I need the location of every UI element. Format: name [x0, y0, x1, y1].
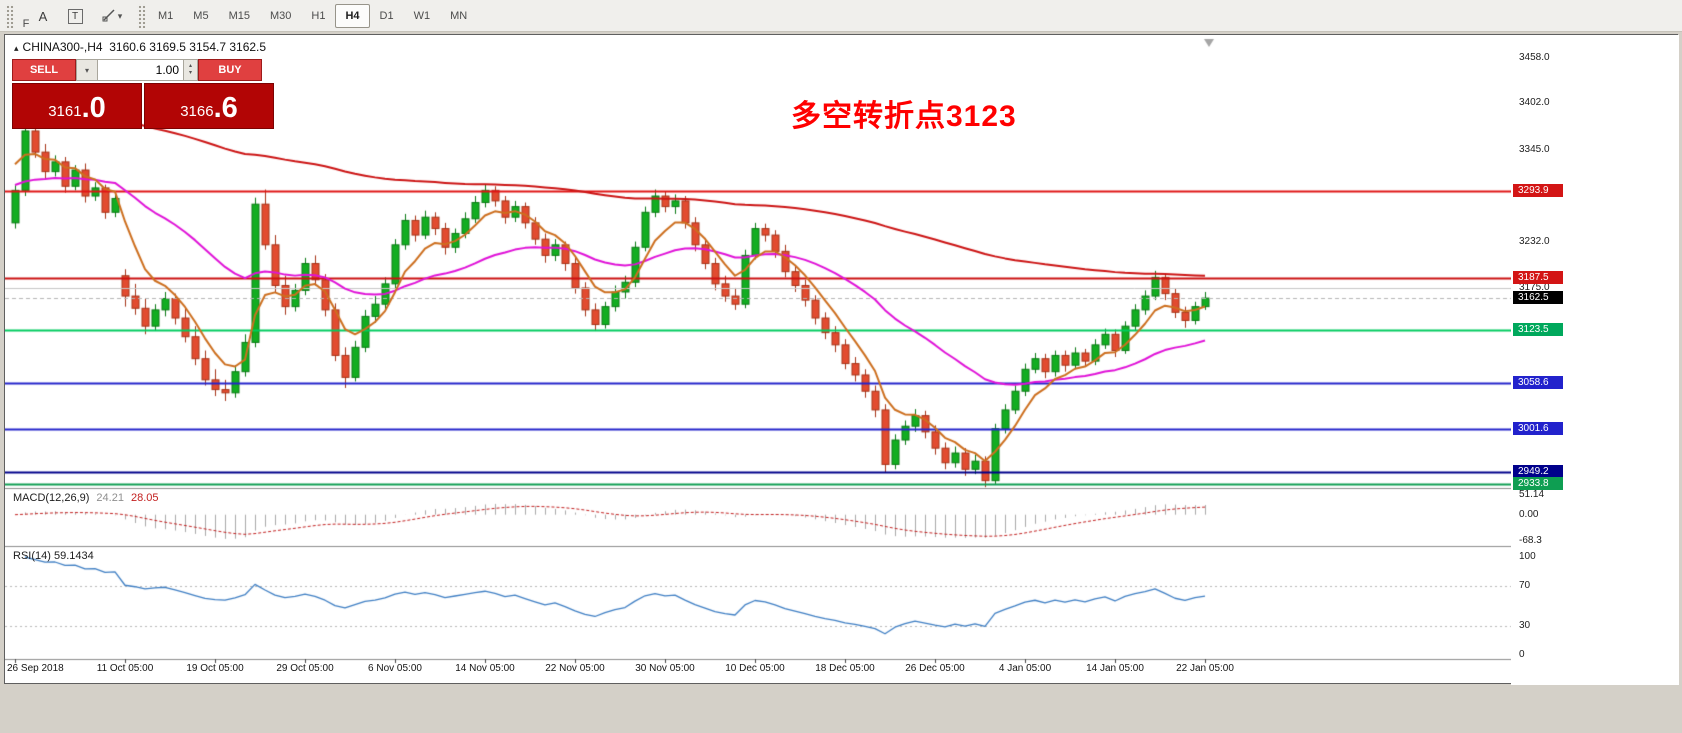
time-axis-label: 6 Nov 05:00: [368, 663, 422, 674]
chevron-down-icon: ▾: [84, 65, 89, 75]
time-axis-label: 11 Oct 05:00: [96, 663, 154, 674]
buy-price-big: .6: [213, 92, 238, 124]
toolbar-grip[interactable]: [5, 4, 14, 28]
timeframe-h1-button[interactable]: H1: [311, 10, 326, 22]
timeframe-bar: M1 M5 M15 M30 H1 H4 D1 W1 MN: [148, 4, 477, 28]
stepper-up-icon: ▴: [188, 63, 192, 69]
chart-area: ▴ CHINA300-,H4 3160.6 3169.5 3154.7 3162.…: [4, 34, 1679, 685]
buy-button[interactable]: BUY: [198, 59, 262, 81]
price-level-badge: 3187.5: [1513, 271, 1563, 284]
window-bottom-strip: [0, 686, 1682, 733]
stepper-down-icon: ▾: [188, 70, 192, 76]
chart-canvas[interactable]: [5, 35, 1677, 683]
shapes-tool-button[interactable]: ▾: [94, 4, 130, 28]
volume-dropdown[interactable]: ▾: [76, 59, 98, 81]
price-axis-label: 3175.0: [1519, 282, 1550, 293]
rsi-axis-label: 70: [1519, 580, 1531, 591]
macd-axis-label: -68.3: [1519, 535, 1542, 546]
sell-price-base: 3161: [48, 103, 82, 120]
time-axis-label: 4 Jan 05:00: [998, 663, 1052, 674]
price-level-badge: 2949.2: [1513, 465, 1563, 478]
timeframe-m15-button[interactable]: M15: [228, 10, 250, 22]
time-axis-label: 29 Oct 05:00: [276, 663, 334, 674]
time-axis-label: 22 Jan 05:00: [1176, 663, 1234, 674]
timeframe-w1-button[interactable]: W1: [413, 10, 431, 22]
volume-stepper[interactable]: ▴ ▾: [184, 59, 198, 81]
chart-title: ▴ CHINA300-,H4 3160.6 3169.5 3154.7 3162.…: [14, 40, 266, 54]
time-axis-label: 26 Sep 2018: [7, 663, 64, 674]
price-level-badge: 3001.6: [1513, 422, 1563, 435]
sell-price-button[interactable]: 3161 .0: [12, 83, 142, 129]
current-price-badge: 3162.5: [1513, 291, 1563, 304]
buy-price-button[interactable]: 3166 .6: [144, 83, 274, 129]
rsi-label: RSI(14) 59.1434: [13, 550, 94, 562]
price-axis-label: 3458.0: [1519, 52, 1550, 63]
time-axis-label: 22 Nov 05:00: [545, 663, 605, 674]
time-axis-label: 18 Dec 05:00: [815, 663, 875, 674]
chevron-down-icon: ▾: [117, 10, 123, 21]
rsi-name: RSI(14): [13, 550, 51, 562]
timeframe-d1-button[interactable]: D1: [379, 10, 394, 22]
time-axis-label: 26 Dec 05:00: [905, 663, 965, 674]
sell-button[interactable]: SELL: [12, 59, 76, 81]
time-axis-label: 30 Nov 05:00: [635, 663, 695, 674]
timeframe-mn-button[interactable]: MN: [450, 10, 468, 22]
rsi-axis-label: 0: [1519, 649, 1525, 660]
macd-axis-label: 51.14: [1519, 489, 1545, 500]
timeframe-m5-button[interactable]: M5: [193, 10, 209, 22]
price-level-badge: 3058.6: [1513, 376, 1563, 389]
price-axis[interactable]: 3458.0 3402.0 3345.0 3232.0 3175.0 51.14 0.00 -…: [1511, 35, 1679, 685]
time-axis-label: 14 Jan 05:00: [1086, 663, 1144, 674]
price-axis-label: 3345.0: [1519, 144, 1550, 155]
volume-input[interactable]: [98, 59, 184, 81]
macd-label: MACD(12,26,9) 24.21 28.05: [13, 492, 158, 504]
macd-name: MACD(12,26,9): [13, 492, 90, 504]
buy-price-base: 3166: [180, 103, 214, 120]
symbol-name: CHINA300-,H4: [22, 40, 103, 54]
text-tool-icon: T: [67, 8, 83, 24]
macd-axis-label: 0.00: [1519, 509, 1539, 520]
price-axis-label: 3402.0: [1519, 97, 1550, 108]
cursor-a-tool-button[interactable]: A: [38, 8, 48, 24]
price-axis-label: 3232.0: [1519, 236, 1550, 247]
ohlc-readout: 3160.6 3169.5 3154.7 3162.5: [109, 40, 267, 54]
rsi-axis-label: 100: [1519, 551, 1536, 562]
chart-text-annotation[interactable]: 多空转折点3123: [791, 100, 1017, 133]
shapes-tool-icon: [102, 8, 116, 25]
sell-price-big: .0: [81, 92, 106, 124]
toolbar: F A T ▾ M1 M5 M15 M30 H1 H4 D1 W1 MN: [0, 0, 1682, 32]
price-level-badge: 3293.9: [1513, 184, 1563, 197]
price-level-badge: 2933.8: [1513, 477, 1563, 490]
one-click-collapse-icon[interactable]: ▴: [14, 43, 19, 53]
timeframe-h4-button[interactable]: H4: [335, 4, 370, 28]
time-axis[interactable]: 26 Sep 2018 11 Oct 05:00 19 Oct 05:00 29 Oc…: [5, 661, 1511, 683]
time-axis-label: 10 Dec 05:00: [725, 663, 785, 674]
toolbar-f-button[interactable]: F: [22, 18, 30, 30]
time-axis-label: 19 Oct 05:00: [186, 663, 244, 674]
toolbar-grip-2[interactable]: [137, 4, 146, 28]
price-level-badge: 3123.5: [1513, 323, 1563, 336]
rsi-axis-label: 30: [1519, 620, 1531, 631]
one-click-trade-panel: SELL ▾ ▴ ▾ BUY 3161 .0 3166 .6: [12, 59, 276, 129]
macd-value: 24.21: [96, 492, 124, 504]
timeframe-m30-button[interactable]: M30: [269, 10, 292, 22]
macd-signal-value: 28.05: [130, 492, 159, 504]
rsi-value: 59.1434: [53, 550, 94, 562]
text-tool-button[interactable]: T: [62, 4, 88, 28]
time-axis-label: 14 Nov 05:00: [455, 663, 515, 674]
timeframe-m1-button[interactable]: M1: [158, 10, 174, 22]
